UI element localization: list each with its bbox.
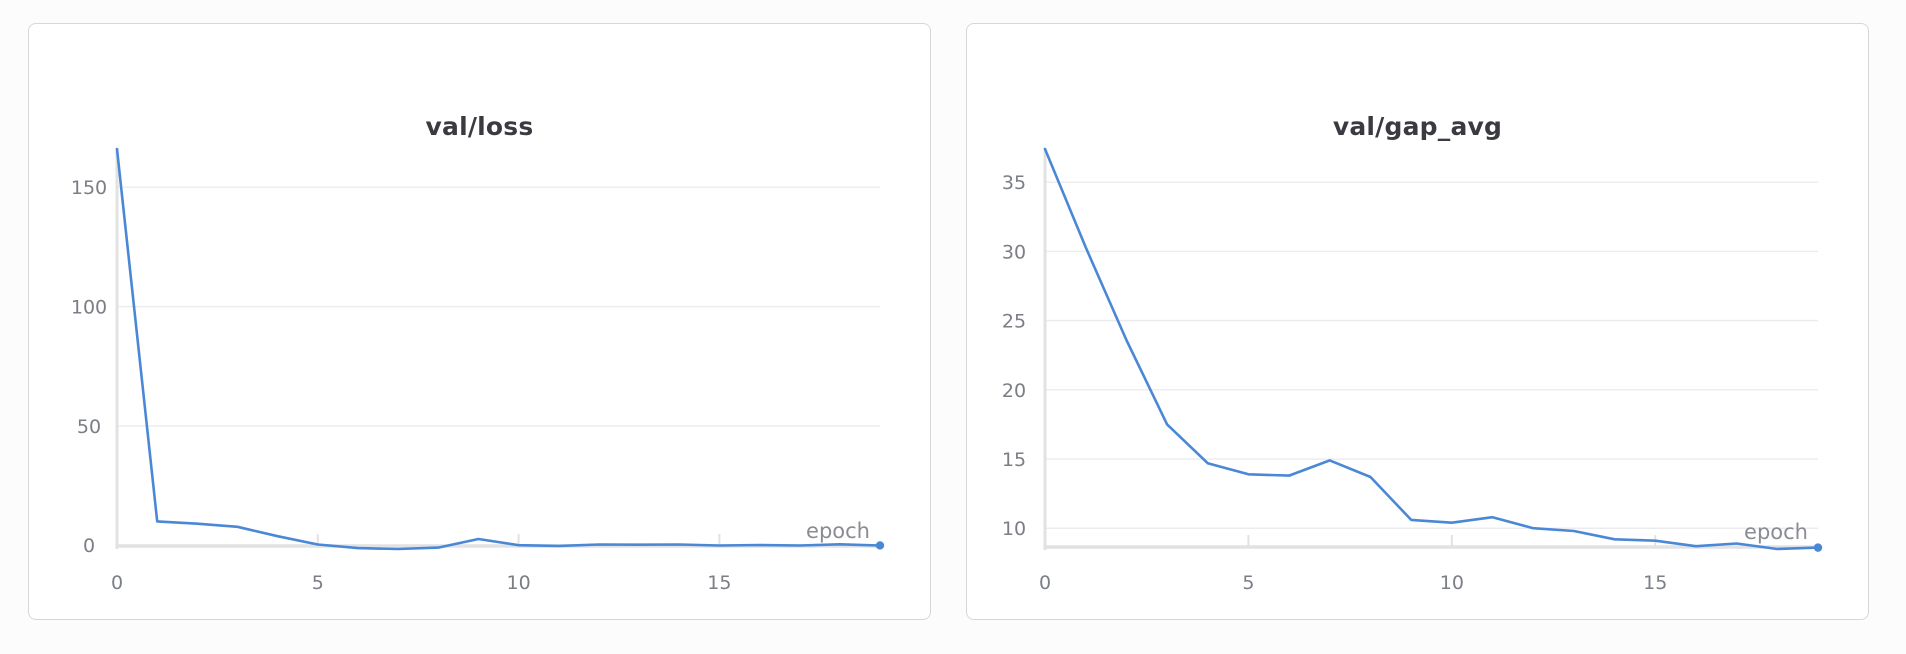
series-line[interactable] (115, 147, 882, 551)
x-tick-label: 10 (506, 572, 530, 594)
y-tick-label: 25 (1002, 311, 1026, 333)
line-chart-val-loss[interactable]: 0 50 100 150 0 5 10 15 epoch (29, 24, 932, 621)
gridlines (117, 186, 880, 546)
x-tick-label: 0 (1039, 572, 1051, 594)
chart-panel-val-gap-avg: val/gap_avg 10 15 20 25 30 35 0 5 10 15 epoch (966, 23, 1869, 620)
x-axis-title: epoch (1744, 520, 1808, 544)
x-tick-label: 10 (1440, 572, 1464, 594)
y-tick-label: 100 (71, 297, 107, 319)
y-tick-label: 0 (83, 535, 95, 557)
line-chart-val-gap-avg[interactable]: 10 15 20 25 30 35 0 5 10 15 epoch (967, 24, 1870, 621)
y-tick-label: 150 (71, 177, 107, 199)
x-tick-label: 15 (707, 572, 731, 594)
last-point-marker (875, 541, 885, 550)
chart-title: val/gap_avg (1332, 112, 1503, 141)
y-tick-label: 20 (1002, 380, 1026, 402)
x-tick-label: 5 (1242, 572, 1254, 594)
y-tick-label: 50 (77, 416, 101, 438)
x-tick-label: 0 (111, 572, 123, 594)
chart-panel-val-loss: val/loss 0 50 100 150 0 5 10 15 epoch (28, 23, 931, 620)
chart-title: val/loss (425, 112, 534, 141)
y-tick-label: 10 (1002, 518, 1026, 540)
y-tick-label: 15 (1002, 449, 1026, 471)
y-tick-label: 35 (1002, 172, 1026, 194)
gridlines (1045, 181, 1818, 529)
y-tick-label: 30 (1002, 241, 1026, 263)
series-line[interactable] (1043, 147, 1820, 551)
x-tick-label: 5 (312, 572, 324, 594)
last-point-marker (1813, 543, 1823, 552)
x-axis-title: epoch (806, 519, 870, 543)
x-tick-label: 15 (1643, 572, 1667, 594)
